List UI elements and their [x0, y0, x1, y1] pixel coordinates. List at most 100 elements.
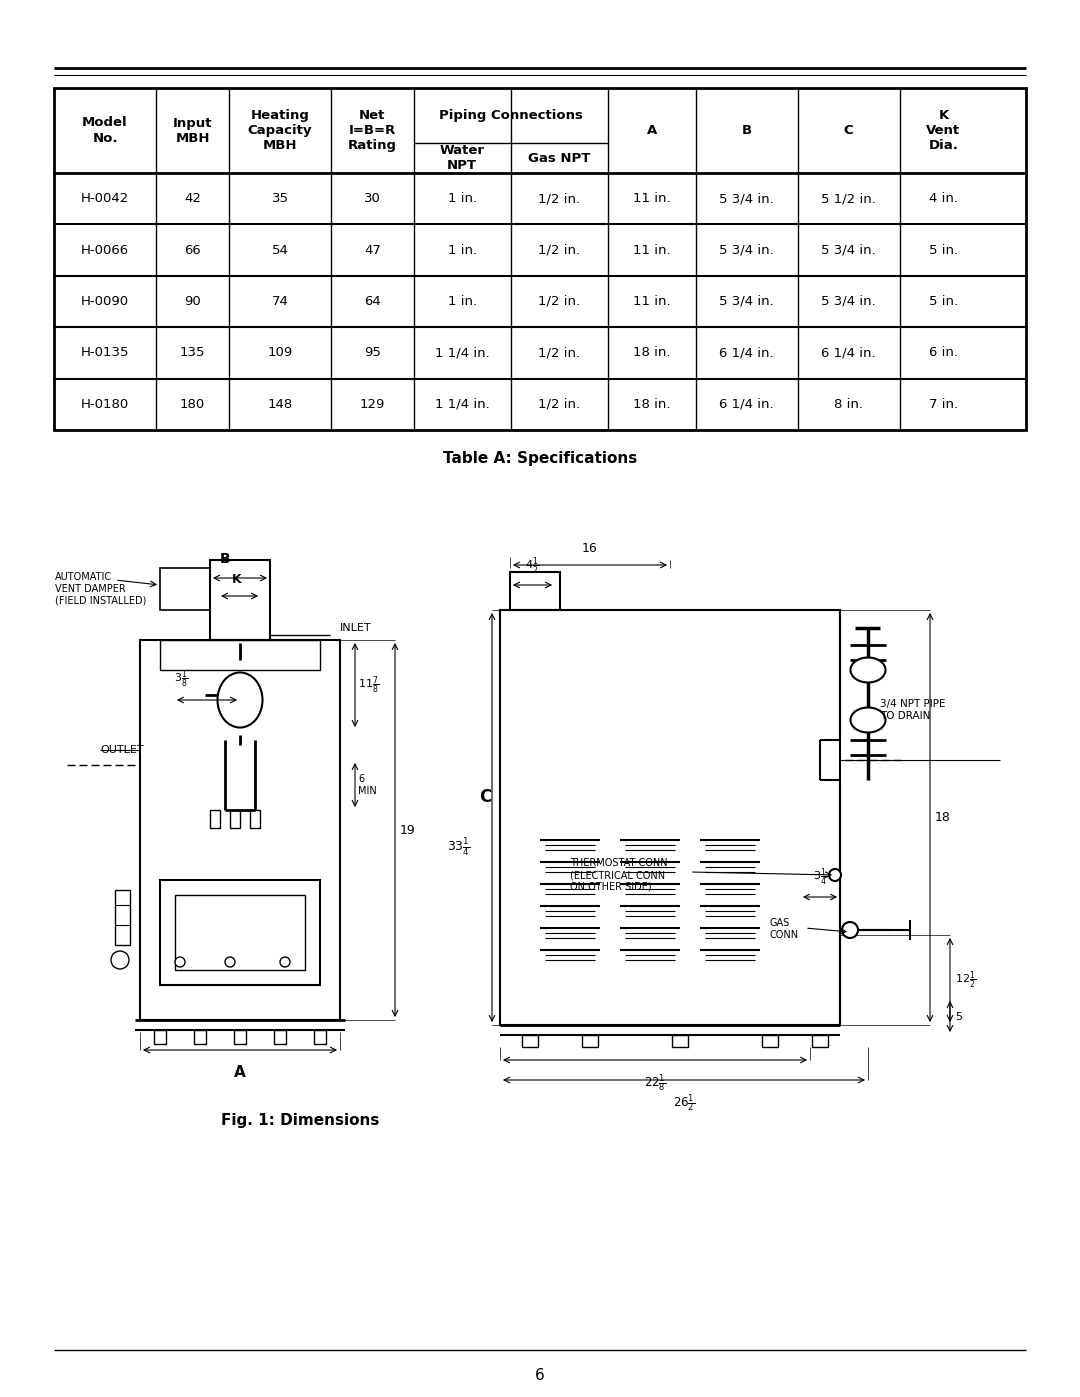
Text: 6: 6: [535, 1368, 545, 1383]
Bar: [160, 640, 320, 671]
Bar: [812, 1035, 828, 1046]
Bar: [175, 895, 305, 970]
Text: 18 in.: 18 in.: [633, 346, 671, 359]
Text: Model
No.: Model No.: [82, 116, 127, 144]
Text: 5 in.: 5 in.: [929, 243, 958, 257]
Ellipse shape: [217, 672, 262, 728]
Bar: [672, 1035, 688, 1046]
Text: 6 1/4 in.: 6 1/4 in.: [719, 398, 774, 411]
Bar: [249, 810, 260, 828]
Text: 6
MIN: 6 MIN: [357, 774, 377, 796]
Text: $11\frac{7}{8}$: $11\frac{7}{8}$: [357, 675, 379, 696]
Circle shape: [280, 957, 291, 967]
Text: $26\frac{1}{2}$: $26\frac{1}{2}$: [673, 1092, 696, 1113]
Text: OUTLET: OUTLET: [100, 745, 144, 754]
Text: $4\frac{1}{2}$: $4\frac{1}{2}$: [526, 556, 540, 577]
Bar: [762, 1035, 778, 1046]
Text: 16: 16: [582, 542, 598, 555]
Text: 90: 90: [184, 295, 201, 307]
Text: 1 1/4 in.: 1 1/4 in.: [435, 346, 489, 359]
Bar: [234, 1030, 246, 1044]
Text: Input
MBH: Input MBH: [173, 116, 213, 144]
Text: B: B: [742, 124, 752, 137]
Text: 5 3/4 in.: 5 3/4 in.: [821, 295, 876, 307]
Text: 1/2 in.: 1/2 in.: [538, 295, 581, 307]
Text: 11 in.: 11 in.: [633, 243, 671, 257]
Text: 74: 74: [271, 295, 288, 307]
Bar: [54, 88, 1026, 430]
Text: Table A: Specifications: Table A: Specifications: [443, 450, 637, 465]
Text: $3\frac{1}{4}$: $3\frac{1}{4}$: [813, 866, 827, 888]
Text: 5 1/2 in.: 5 1/2 in.: [821, 193, 876, 205]
Text: 5 3/4 in.: 5 3/4 in.: [719, 193, 774, 205]
Text: 47: 47: [364, 243, 381, 257]
Text: 66: 66: [184, 243, 201, 257]
Circle shape: [175, 957, 185, 967]
Text: Water
NPT: Water NPT: [440, 144, 485, 172]
Text: H-0135: H-0135: [81, 346, 130, 359]
Text: 1 in.: 1 in.: [448, 243, 476, 257]
Bar: [510, 571, 561, 610]
Text: 11 in.: 11 in.: [633, 295, 671, 307]
Text: 35: 35: [271, 193, 288, 205]
Text: 6 in.: 6 in.: [929, 346, 958, 359]
Ellipse shape: [851, 658, 886, 683]
Text: 5 3/4 in.: 5 3/4 in.: [719, 243, 774, 257]
Text: AUTOMATIC
VENT DAMPER
(FIELD INSTALLED): AUTOMATIC VENT DAMPER (FIELD INSTALLED): [55, 571, 147, 605]
Text: Heating
Capacity
MBH: Heating Capacity MBH: [247, 109, 312, 152]
Text: 1/2 in.: 1/2 in.: [538, 346, 581, 359]
Text: K
Vent
Dia.: K Vent Dia.: [927, 109, 960, 152]
Text: 6 1/4 in.: 6 1/4 in.: [821, 346, 876, 359]
Text: H-0180: H-0180: [81, 398, 130, 411]
Bar: [500, 610, 840, 1025]
Text: 1 in.: 1 in.: [448, 193, 476, 205]
Text: 3/4 NPT PIPE
TO DRAIN: 3/4 NPT PIPE TO DRAIN: [880, 700, 945, 721]
Text: GAS
CONN: GAS CONN: [770, 918, 799, 940]
Text: Piping Connections: Piping Connections: [438, 109, 583, 122]
Text: 7 in.: 7 in.: [929, 398, 958, 411]
Bar: [522, 1035, 538, 1046]
Text: 135: 135: [179, 346, 205, 359]
Text: 148: 148: [268, 398, 293, 411]
Text: THERMOSTAT CONN
(ELECTRICAL CONN
ON OTHER SIDE): THERMOSTAT CONN (ELECTRICAL CONN ON OTHE…: [570, 858, 667, 891]
Text: H-0042: H-0042: [81, 193, 130, 205]
Circle shape: [829, 869, 841, 882]
Circle shape: [842, 922, 858, 937]
Text: 42: 42: [184, 193, 201, 205]
Text: $3\frac{1}{8}$: $3\frac{1}{8}$: [174, 669, 188, 690]
Text: A: A: [647, 124, 657, 137]
Bar: [582, 1035, 598, 1046]
Text: 5: 5: [955, 1011, 962, 1021]
Bar: [194, 1030, 206, 1044]
Bar: [210, 560, 270, 640]
Text: H-0066: H-0066: [81, 243, 130, 257]
Text: 18 in.: 18 in.: [633, 398, 671, 411]
Text: 30: 30: [364, 193, 381, 205]
Text: 6 1/4 in.: 6 1/4 in.: [719, 346, 774, 359]
Bar: [274, 1030, 286, 1044]
Text: 5 in.: 5 in.: [929, 295, 958, 307]
Text: K: K: [232, 573, 242, 585]
Text: 64: 64: [364, 295, 381, 307]
Text: $33\frac{1}{4}$: $33\frac{1}{4}$: [446, 837, 470, 858]
Text: 1 in.: 1 in.: [448, 295, 476, 307]
Text: A: A: [234, 1065, 246, 1080]
Bar: [314, 1030, 326, 1044]
Text: INLET: INLET: [340, 623, 372, 633]
Text: Gas NPT: Gas NPT: [528, 151, 591, 165]
Text: 5 3/4 in.: 5 3/4 in.: [821, 243, 876, 257]
Ellipse shape: [851, 707, 886, 732]
Text: 1/2 in.: 1/2 in.: [538, 398, 581, 411]
Text: Fig. 1: Dimensions: Fig. 1: Dimensions: [220, 1112, 379, 1127]
Text: 1/2 in.: 1/2 in.: [538, 243, 581, 257]
Bar: [154, 1030, 166, 1044]
Circle shape: [111, 951, 129, 970]
Text: 5 3/4 in.: 5 3/4 in.: [719, 295, 774, 307]
Text: 11 in.: 11 in.: [633, 193, 671, 205]
Text: 19: 19: [400, 823, 416, 837]
Text: 129: 129: [360, 398, 384, 411]
Text: 4 in.: 4 in.: [929, 193, 958, 205]
Bar: [160, 569, 210, 610]
Text: 109: 109: [268, 346, 293, 359]
Bar: [114, 890, 130, 944]
